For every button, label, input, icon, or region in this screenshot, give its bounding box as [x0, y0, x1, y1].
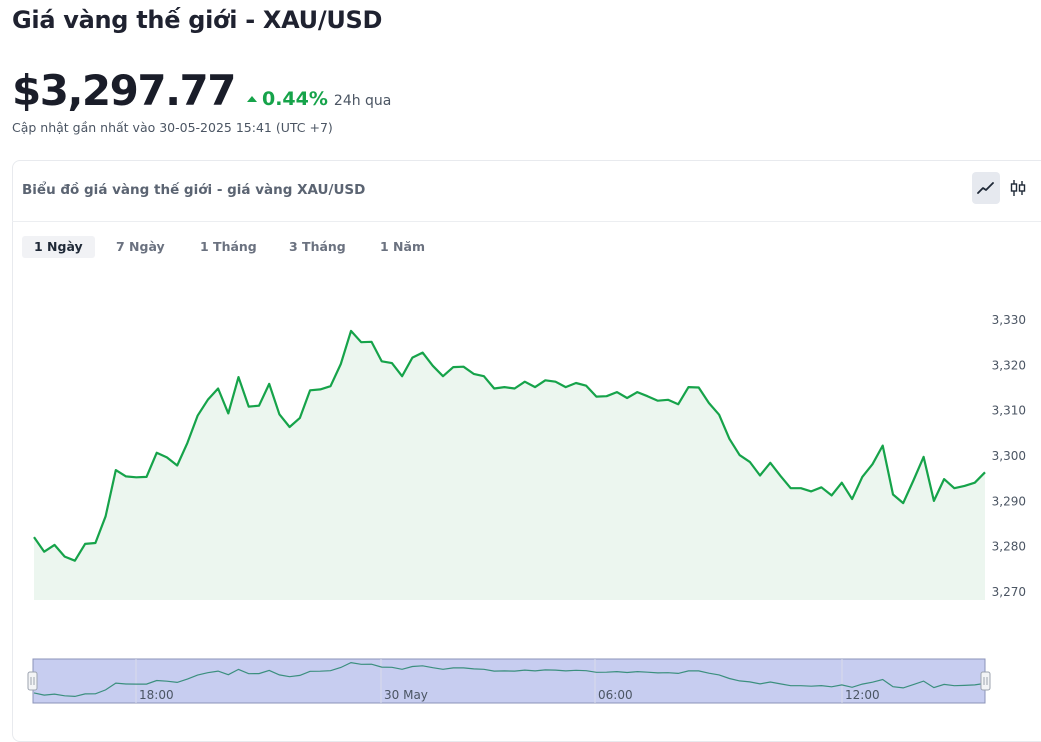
- y-axis: 3,330 3,320 3,310 3,300 3,290 3,280 3,270: [992, 313, 1026, 599]
- y-tick-label: 3,270: [992, 585, 1026, 599]
- price-area: [34, 330, 985, 600]
- navigator-handle-left[interactable]: [27, 671, 38, 691]
- line-chart-icon: [977, 182, 994, 194]
- navigator-time-label: 06:00: [598, 688, 633, 702]
- divider: [12, 221, 1041, 222]
- y-tick-label: 3,280: [992, 540, 1026, 554]
- range-tab-1-day[interactable]: 1 Ngày: [22, 236, 95, 258]
- chart-card-title: Biểu đồ giá vàng thế giới - giá vàng XAU…: [22, 182, 366, 198]
- y-tick-label: 3,320: [992, 358, 1026, 372]
- trend-up-icon: [246, 96, 257, 102]
- y-tick-label: 3,300: [992, 449, 1026, 463]
- navigator-handle-right[interactable]: [980, 671, 991, 691]
- change-percent: 0.44%: [261, 88, 328, 110]
- price-chart: 3,330 3,320 3,310 3,300 3,290 3,280 3,270 18:0…: [27, 313, 1026, 704]
- y-tick-label: 3,290: [992, 494, 1026, 508]
- navigator-selection[interactable]: [32, 658, 986, 704]
- candlestick-icon: [1010, 180, 1026, 196]
- navigator-line: [33, 661, 986, 698]
- price-change: 0.44%: [246, 88, 328, 110]
- range-tab-1-month[interactable]: 1 Tháng: [200, 239, 257, 254]
- line-chart-button[interactable]: [972, 172, 1000, 204]
- range-tab-7-days[interactable]: 7 Ngày: [116, 239, 165, 254]
- page-title: Giá vàng thế giới - XAU/USD: [12, 6, 383, 34]
- navigator-time-label: 18:00: [139, 688, 174, 702]
- range-tab-3-months[interactable]: 3 Tháng: [289, 239, 346, 254]
- y-tick-label: 3,310: [992, 404, 1026, 418]
- navigator[interactable]: 18:00 30 May 06:00 12:00: [27, 658, 991, 704]
- last-updated: Cập nhật gần nhất vào 30-05-2025 15:41 (…: [12, 120, 333, 135]
- price-line: [33, 329, 986, 562]
- candlestick-button[interactable]: [1004, 172, 1032, 204]
- y-tick-label: 3,330: [992, 313, 1026, 327]
- price-row: $3,297.77 0.44% 24h qua: [12, 66, 391, 115]
- navigator-time-label: 12:00: [845, 688, 880, 702]
- range-tab-1-year[interactable]: 1 Năm: [380, 239, 425, 254]
- navigator-time-label: 30 May: [384, 688, 428, 702]
- change-period: 24h qua: [333, 93, 392, 109]
- current-price: $3,297.77: [12, 66, 236, 115]
